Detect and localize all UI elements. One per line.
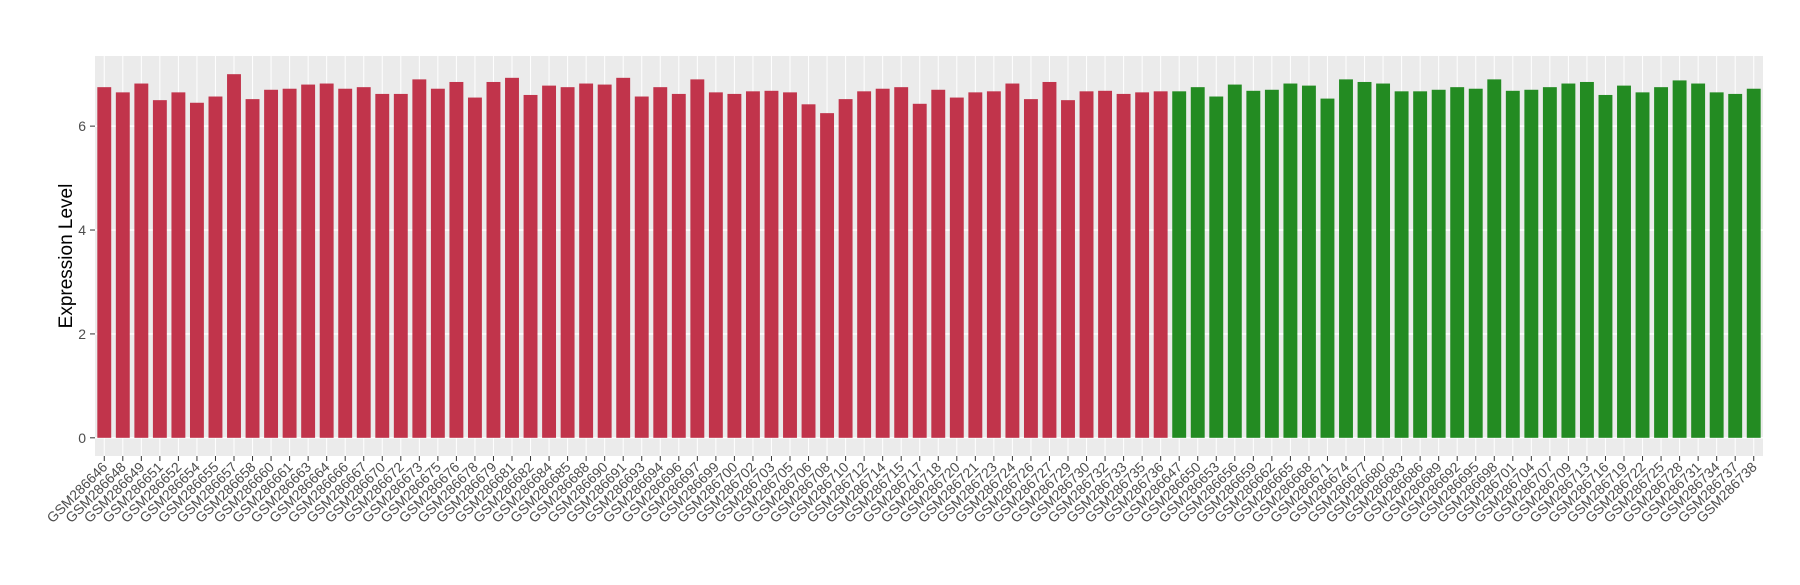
bar (1098, 90, 1113, 438)
bar (412, 79, 427, 438)
bar (189, 102, 204, 438)
bar (1135, 92, 1150, 438)
bar (1579, 81, 1594, 438)
bar (467, 97, 482, 438)
bar (208, 96, 223, 438)
bar (1561, 83, 1576, 438)
bar (1691, 83, 1706, 438)
bar (1283, 83, 1298, 438)
bar (1023, 99, 1038, 438)
bar (542, 85, 557, 438)
bar (783, 92, 797, 438)
bar (949, 97, 964, 438)
bar (1209, 96, 1224, 438)
bar (875, 88, 890, 438)
bar (1394, 91, 1409, 438)
bar (1320, 98, 1335, 438)
bar (653, 87, 668, 438)
bar (820, 113, 835, 438)
bar (449, 81, 464, 438)
bar (727, 93, 742, 438)
bar (1598, 94, 1613, 438)
bar (1542, 87, 1557, 438)
bar (282, 88, 297, 438)
bar (1450, 87, 1465, 438)
bar (301, 84, 316, 438)
bar (375, 93, 390, 438)
bar (1172, 91, 1187, 438)
bar (1468, 88, 1483, 438)
bar (801, 104, 816, 438)
bar (1246, 90, 1261, 438)
bar (1079, 91, 1094, 438)
bar (597, 84, 612, 438)
bar (931, 89, 946, 438)
y-tick-label: 4 (78, 222, 86, 238)
bar (505, 77, 519, 438)
bar (115, 92, 130, 438)
bar (97, 87, 112, 438)
bar (745, 91, 760, 438)
bar (1487, 79, 1502, 438)
bar (264, 89, 279, 438)
bar (245, 99, 260, 438)
bar (1728, 93, 1743, 438)
bar (319, 83, 334, 438)
bar (1635, 92, 1650, 438)
bar (912, 103, 927, 438)
bar (227, 74, 241, 438)
bar (1654, 87, 1669, 438)
bar (838, 99, 853, 438)
bar (430, 88, 445, 438)
bar (1709, 92, 1724, 438)
y-axis-title: Expression Level (56, 184, 77, 329)
bar (671, 93, 686, 438)
bar (1061, 100, 1075, 438)
bar (560, 87, 575, 438)
bar (634, 96, 649, 438)
bar (1672, 80, 1687, 438)
bar (764, 90, 779, 438)
bar (1746, 88, 1761, 438)
bar (579, 83, 594, 438)
bar (690, 79, 705, 438)
bar (356, 87, 371, 438)
bar (1505, 90, 1520, 438)
bar (1190, 87, 1205, 438)
bar (1301, 85, 1316, 438)
bar (616, 77, 631, 438)
bar (1357, 81, 1372, 438)
plot-background (95, 56, 1763, 456)
bar (1617, 85, 1631, 438)
bar (894, 87, 909, 438)
bar (171, 92, 186, 438)
bar (152, 100, 167, 438)
bar (134, 83, 149, 438)
bar (708, 92, 723, 438)
bar (968, 92, 983, 438)
bar (1524, 89, 1539, 438)
bar (393, 93, 408, 438)
y-tick-label: 6 (78, 118, 86, 134)
bar (1005, 83, 1020, 438)
bar (523, 94, 538, 438)
bar (1042, 81, 1057, 438)
bar (1431, 89, 1446, 438)
bar (1413, 91, 1428, 438)
y-tick-label: 0 (78, 430, 86, 446)
bar (857, 91, 872, 438)
bar (1227, 84, 1242, 438)
bar (486, 81, 501, 438)
bar (1264, 89, 1279, 438)
bar (986, 91, 1001, 438)
bar (1339, 79, 1353, 438)
bar (1153, 91, 1168, 438)
bar (338, 88, 353, 438)
bar (1116, 93, 1131, 438)
bar (1376, 83, 1391, 438)
y-tick-label: 2 (78, 326, 86, 342)
